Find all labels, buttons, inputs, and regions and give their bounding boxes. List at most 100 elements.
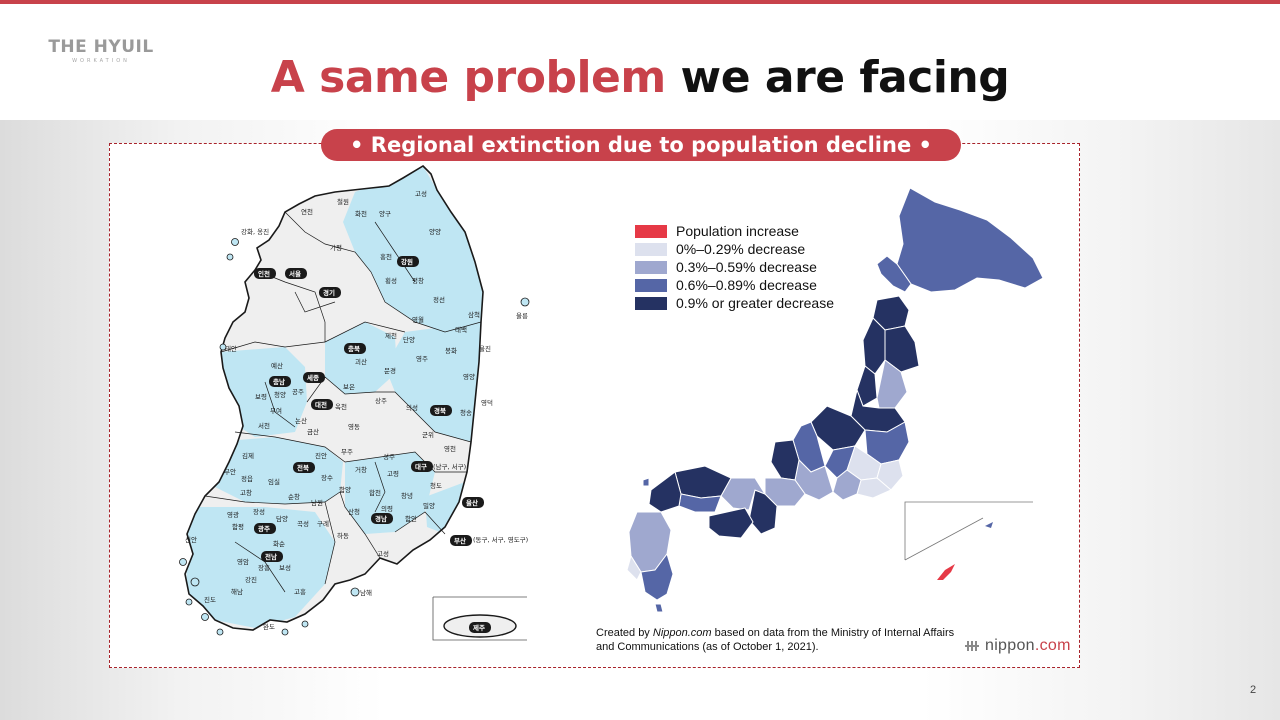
korea-region-label: 남해 bbox=[360, 588, 372, 597]
province-badge-label: 전남 bbox=[265, 552, 277, 561]
gyeongbuk-area bbox=[385, 322, 481, 442]
province-badge bbox=[469, 622, 491, 633]
source-note-suffix: based on data from the Ministry of Inter… bbox=[596, 627, 955, 653]
jeju-inset-frame bbox=[432, 597, 527, 641]
korea-region-label: 진안 bbox=[315, 451, 327, 460]
korea-region-label: 보성 bbox=[279, 563, 291, 572]
korea-region-label: 김제 bbox=[242, 452, 254, 460]
legend-item: Population increase bbox=[635, 222, 834, 240]
korea-region-label: 철원 bbox=[337, 197, 349, 206]
province-badge bbox=[254, 523, 276, 534]
legend-swatch bbox=[635, 242, 667, 256]
nippon-logo-name: nippon bbox=[985, 637, 1035, 654]
korea-region-label: 양구 bbox=[379, 210, 391, 218]
korea-region-label: 금산 bbox=[307, 427, 319, 436]
brand-logo: THE HYUIL WORKATION bbox=[48, 37, 154, 64]
province-badge bbox=[450, 535, 472, 546]
korea-region-label: 봉화 bbox=[445, 347, 457, 355]
province-badge-label: 제주 bbox=[473, 623, 485, 632]
province-badge-label: 세종 bbox=[307, 373, 319, 382]
kyushu-south bbox=[640, 552, 674, 601]
saga-nagasaki bbox=[626, 554, 642, 581]
korea-region-label: 화순 bbox=[273, 540, 285, 548]
chiba bbox=[876, 459, 904, 491]
hokkaido bbox=[896, 187, 1044, 293]
akita bbox=[862, 317, 886, 375]
korea-region-label: 서천 bbox=[258, 421, 270, 430]
source-note-source: Nippon.com bbox=[652, 627, 712, 639]
province-badge bbox=[411, 461, 433, 472]
korea-region-label: 임실 bbox=[268, 477, 280, 486]
korea-region-label: 청양 bbox=[274, 391, 286, 399]
jeju-inset bbox=[432, 596, 527, 641]
korea-region-label: 예산 bbox=[271, 361, 283, 370]
korea-region-label: 창녕 bbox=[401, 492, 413, 500]
province-badge bbox=[462, 497, 484, 508]
gyeongnam-area bbox=[345, 452, 435, 534]
korea-region-label: 영덕 bbox=[481, 398, 493, 407]
japan-prefectures bbox=[626, 187, 1044, 613]
korea-region-label: (동구, 서구, 영도구) bbox=[473, 535, 528, 544]
korea-region-label: 영암 bbox=[237, 557, 249, 566]
province-badge bbox=[430, 405, 452, 416]
korea-region-label: 양양 bbox=[429, 228, 441, 236]
korea-region-label: 강진 bbox=[245, 575, 257, 584]
yamaguchi bbox=[648, 471, 682, 513]
korea-region-label: 태안 bbox=[225, 344, 237, 353]
korea-region-label: 논산 bbox=[295, 416, 307, 425]
okinawa-island bbox=[937, 564, 955, 580]
legend-label: 0.9% or greater decrease bbox=[676, 295, 834, 311]
korea-region-label: 영양 bbox=[463, 372, 475, 381]
province-badge bbox=[269, 376, 291, 387]
province-badge bbox=[397, 256, 419, 267]
korea-region-label: 합천 bbox=[369, 488, 381, 497]
korea-region-label: 성주 bbox=[383, 452, 395, 461]
korea-region-label: 고성 bbox=[377, 549, 389, 558]
province-badge bbox=[311, 399, 333, 410]
korea-region-label: 청송 bbox=[460, 409, 472, 417]
korea-region-label: 화천 bbox=[355, 209, 367, 218]
province-badge bbox=[319, 287, 341, 298]
okinawa-inset-frame bbox=[904, 501, 1033, 560]
province-badge bbox=[254, 268, 276, 279]
korea-region-label: 정선 bbox=[433, 295, 445, 304]
province-badge-label: 충남 bbox=[273, 377, 285, 386]
korea-region-label: 연천 bbox=[301, 207, 313, 216]
korea-region-label: 부안 bbox=[224, 467, 236, 476]
korea-region-label: 고창 bbox=[240, 489, 252, 497]
province-badge-label: 충북 bbox=[348, 344, 360, 353]
korea-region-label: 강화, 옹진 bbox=[241, 227, 269, 236]
okinawa-inset bbox=[904, 501, 1033, 580]
korea-region-label: 정읍 bbox=[241, 474, 253, 483]
korea-region-label: 영동 bbox=[348, 422, 360, 431]
korea-region-label: 영주 bbox=[416, 354, 428, 363]
legend-swatch bbox=[635, 296, 667, 310]
korea-region-label: 함평 bbox=[232, 522, 244, 531]
korea-region-label: 하동 bbox=[337, 531, 349, 540]
korea-region-label: 울릉 bbox=[516, 312, 528, 320]
korea-region-label: 구례 bbox=[317, 519, 329, 528]
jeonbuk-area bbox=[215, 437, 343, 504]
province-badge-label: 경북 bbox=[434, 406, 446, 415]
legend-swatch bbox=[635, 260, 667, 274]
legend-item: 0.9% or greater decrease bbox=[635, 294, 834, 312]
korea-region-label: 진도 bbox=[204, 595, 216, 604]
province-badge-label: 울산 bbox=[466, 498, 478, 507]
top-accent-bar bbox=[0, 0, 1280, 4]
korea-region-label: 보은 bbox=[343, 383, 355, 391]
province-badge-label: 대구 bbox=[415, 462, 427, 471]
korea-region-label: 곡성 bbox=[297, 519, 309, 528]
province-badge bbox=[293, 462, 315, 473]
korea-coastline bbox=[184, 164, 484, 631]
nippon-brand-logo: nippon.com bbox=[965, 637, 1071, 655]
korea-region-label: (남구, 서구) bbox=[433, 462, 466, 471]
korea-region-label: 단양 bbox=[403, 335, 415, 344]
province-badge bbox=[261, 551, 283, 562]
amami-island bbox=[985, 522, 993, 528]
shikoku bbox=[708, 507, 754, 539]
korea-region-label: 고령 bbox=[387, 470, 399, 478]
slide-title: A same problem we are facing bbox=[0, 52, 1280, 103]
province-badge-label: 대전 bbox=[315, 400, 327, 409]
korea-region-borders bbox=[204, 211, 482, 593]
brand-logo-subtitle: WORKATION bbox=[72, 58, 130, 64]
